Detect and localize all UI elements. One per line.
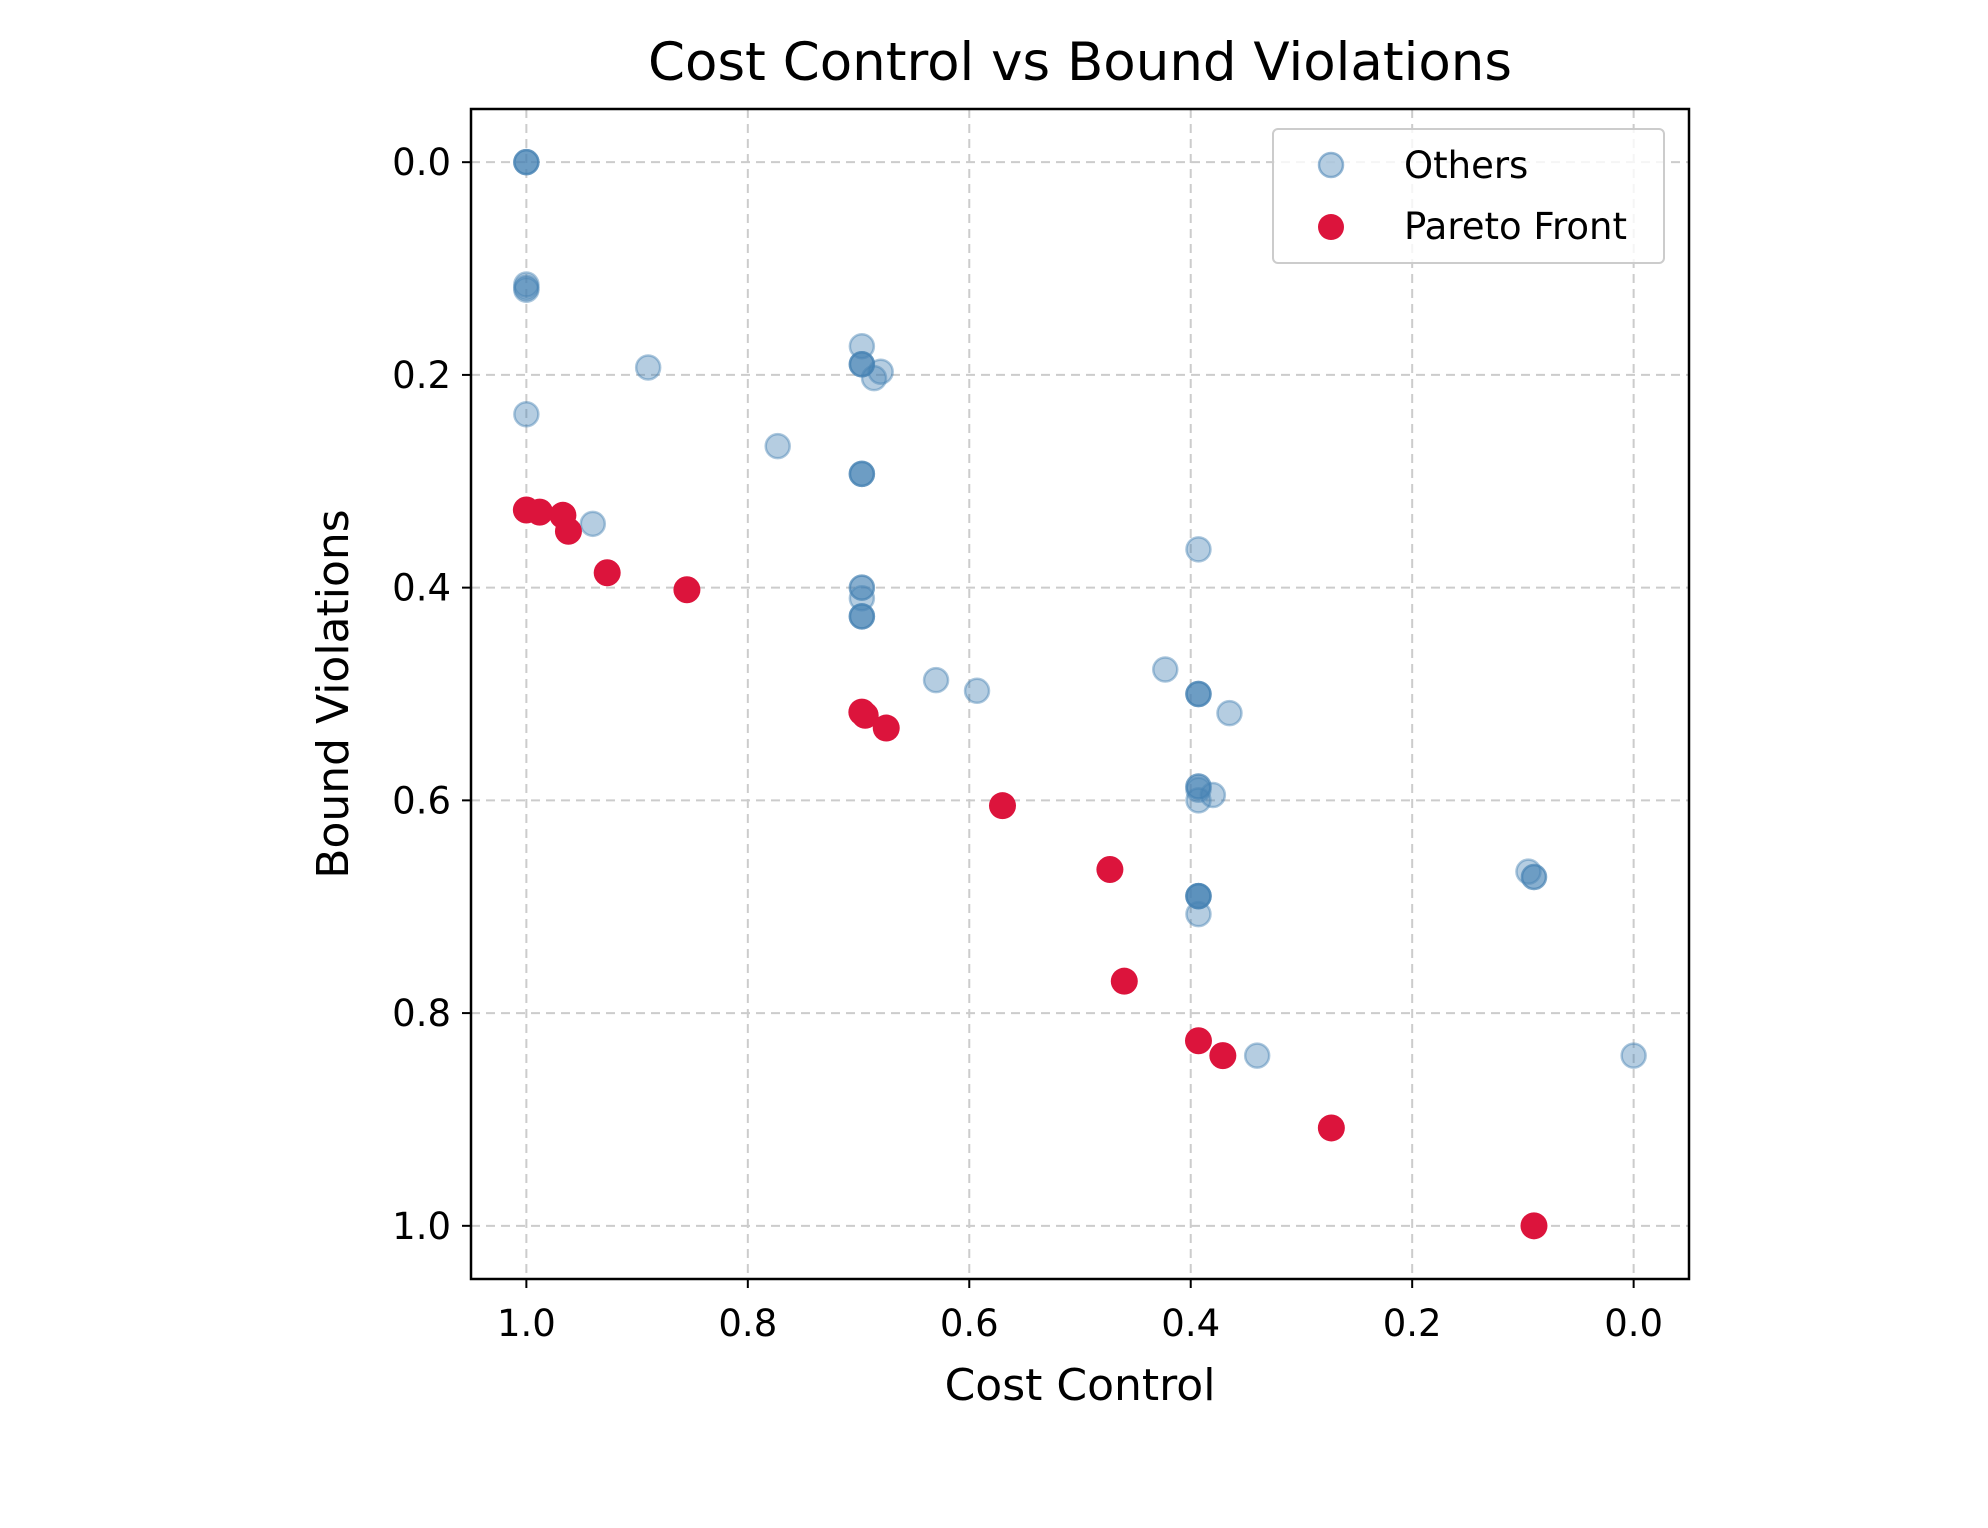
data-point-pareto-front [1110,967,1138,995]
data-point-others [513,401,540,428]
data-point-pareto-front [673,576,701,604]
data-point-others [867,358,894,385]
y-axis-label: Bound Violations [308,509,359,878]
data-point-others [1520,863,1548,891]
data-point-others [1216,699,1243,727]
data-point-others [1185,773,1212,800]
data-point-others [1199,781,1227,809]
data-point-others [848,574,876,601]
data-point-others [1620,1042,1647,1069]
data-point-others [1185,680,1212,708]
data-point-pareto-front [1209,1042,1237,1070]
data-point-others [513,271,540,298]
data-point-others [1185,773,1212,800]
data-point-others [848,603,876,630]
data-point-others [848,460,876,488]
data-point-pareto-front [872,714,900,742]
data-point-others [1185,787,1212,814]
data-point-others [848,574,876,601]
data-point-others [848,460,876,488]
data-point-others [764,432,791,460]
data-point-pareto-front [1096,856,1124,883]
data-point-pareto-front [851,701,879,729]
data-point-others [1515,858,1542,885]
legend-label-pareto-front: Pareto Front [1404,205,1627,248]
data-point-others [1185,882,1212,910]
chart-title: Cost Control vs Bound Violations [648,32,1512,93]
data-point-pareto-front [593,559,621,587]
data-point-others [922,666,950,694]
x-axis-label: Cost Control [945,1360,1216,1411]
series-pareto-front [512,496,1548,1240]
legend-marker-others [1317,151,1345,179]
y-tick-label: 1.0 [392,1205,451,1248]
data-point-others [634,354,662,381]
data-point-others [1243,1042,1271,1069]
data-point-pareto-front [526,498,554,526]
y-tick-label: 0.0 [392,141,451,184]
y-tick-label: 0.8 [392,992,451,1035]
data-point-pareto-front [988,792,1016,820]
data-point-others [848,351,876,378]
data-point-others [1185,680,1212,708]
x-tick-label: 0.2 [1383,1302,1442,1345]
y-tick-label: 0.4 [392,567,451,610]
x-tick-label: 0.6 [940,1302,999,1345]
data-point-others [963,677,991,705]
data-point-others [848,603,876,630]
data-point-others [513,276,540,304]
data-point-pareto-front [1184,1027,1212,1055]
data-point-others [848,351,876,378]
data-point-others [1185,680,1212,708]
plot-area [469,107,1691,1281]
series-others [513,148,1647,1069]
y-tick-label: 0.6 [392,779,451,822]
x-tick-label: 0.0 [1604,1302,1663,1345]
data-point-others [579,510,607,538]
data-point-others [1185,882,1212,910]
data-point-others [1185,536,1212,563]
legend: Others Pareto Front [1272,128,1665,264]
data-point-others [513,274,540,301]
data-point-pareto-front [554,517,582,545]
data-point-others [848,585,876,612]
x-axis: 1.0 0.8 0.6 0.4 0.2 0.0 [497,1279,1663,1345]
legend-box [1272,128,1665,264]
y-tick-label: 0.2 [392,354,451,397]
data-point-others [513,148,540,176]
data-point-others [1152,656,1179,683]
data-point-others [1185,882,1212,910]
data-point-others [1520,863,1548,891]
data-point-others [513,148,540,176]
y-axis: 0.0 0.2 0.4 0.6 0.8 1.0 [392,141,471,1248]
legend-marker-pareto-front [1318,214,1344,240]
data-point-others [1185,900,1212,928]
data-point-others [848,603,876,630]
data-point-pareto-front [1317,1114,1345,1142]
legend-label-others: Others [1404,144,1528,187]
x-tick-label: 0.4 [1161,1302,1220,1345]
data-point-others [848,460,876,488]
data-point-others [860,364,888,392]
data-point-others [513,148,540,176]
data-point-others [1185,882,1212,910]
data-point-others [848,351,876,378]
grid-lines [471,109,1689,1279]
data-point-others [1185,776,1212,803]
x-tick-label: 1.0 [497,1302,556,1345]
x-tick-label: 0.8 [718,1302,777,1345]
data-point-pareto-front [1520,1212,1548,1240]
data-point-others [848,332,876,360]
